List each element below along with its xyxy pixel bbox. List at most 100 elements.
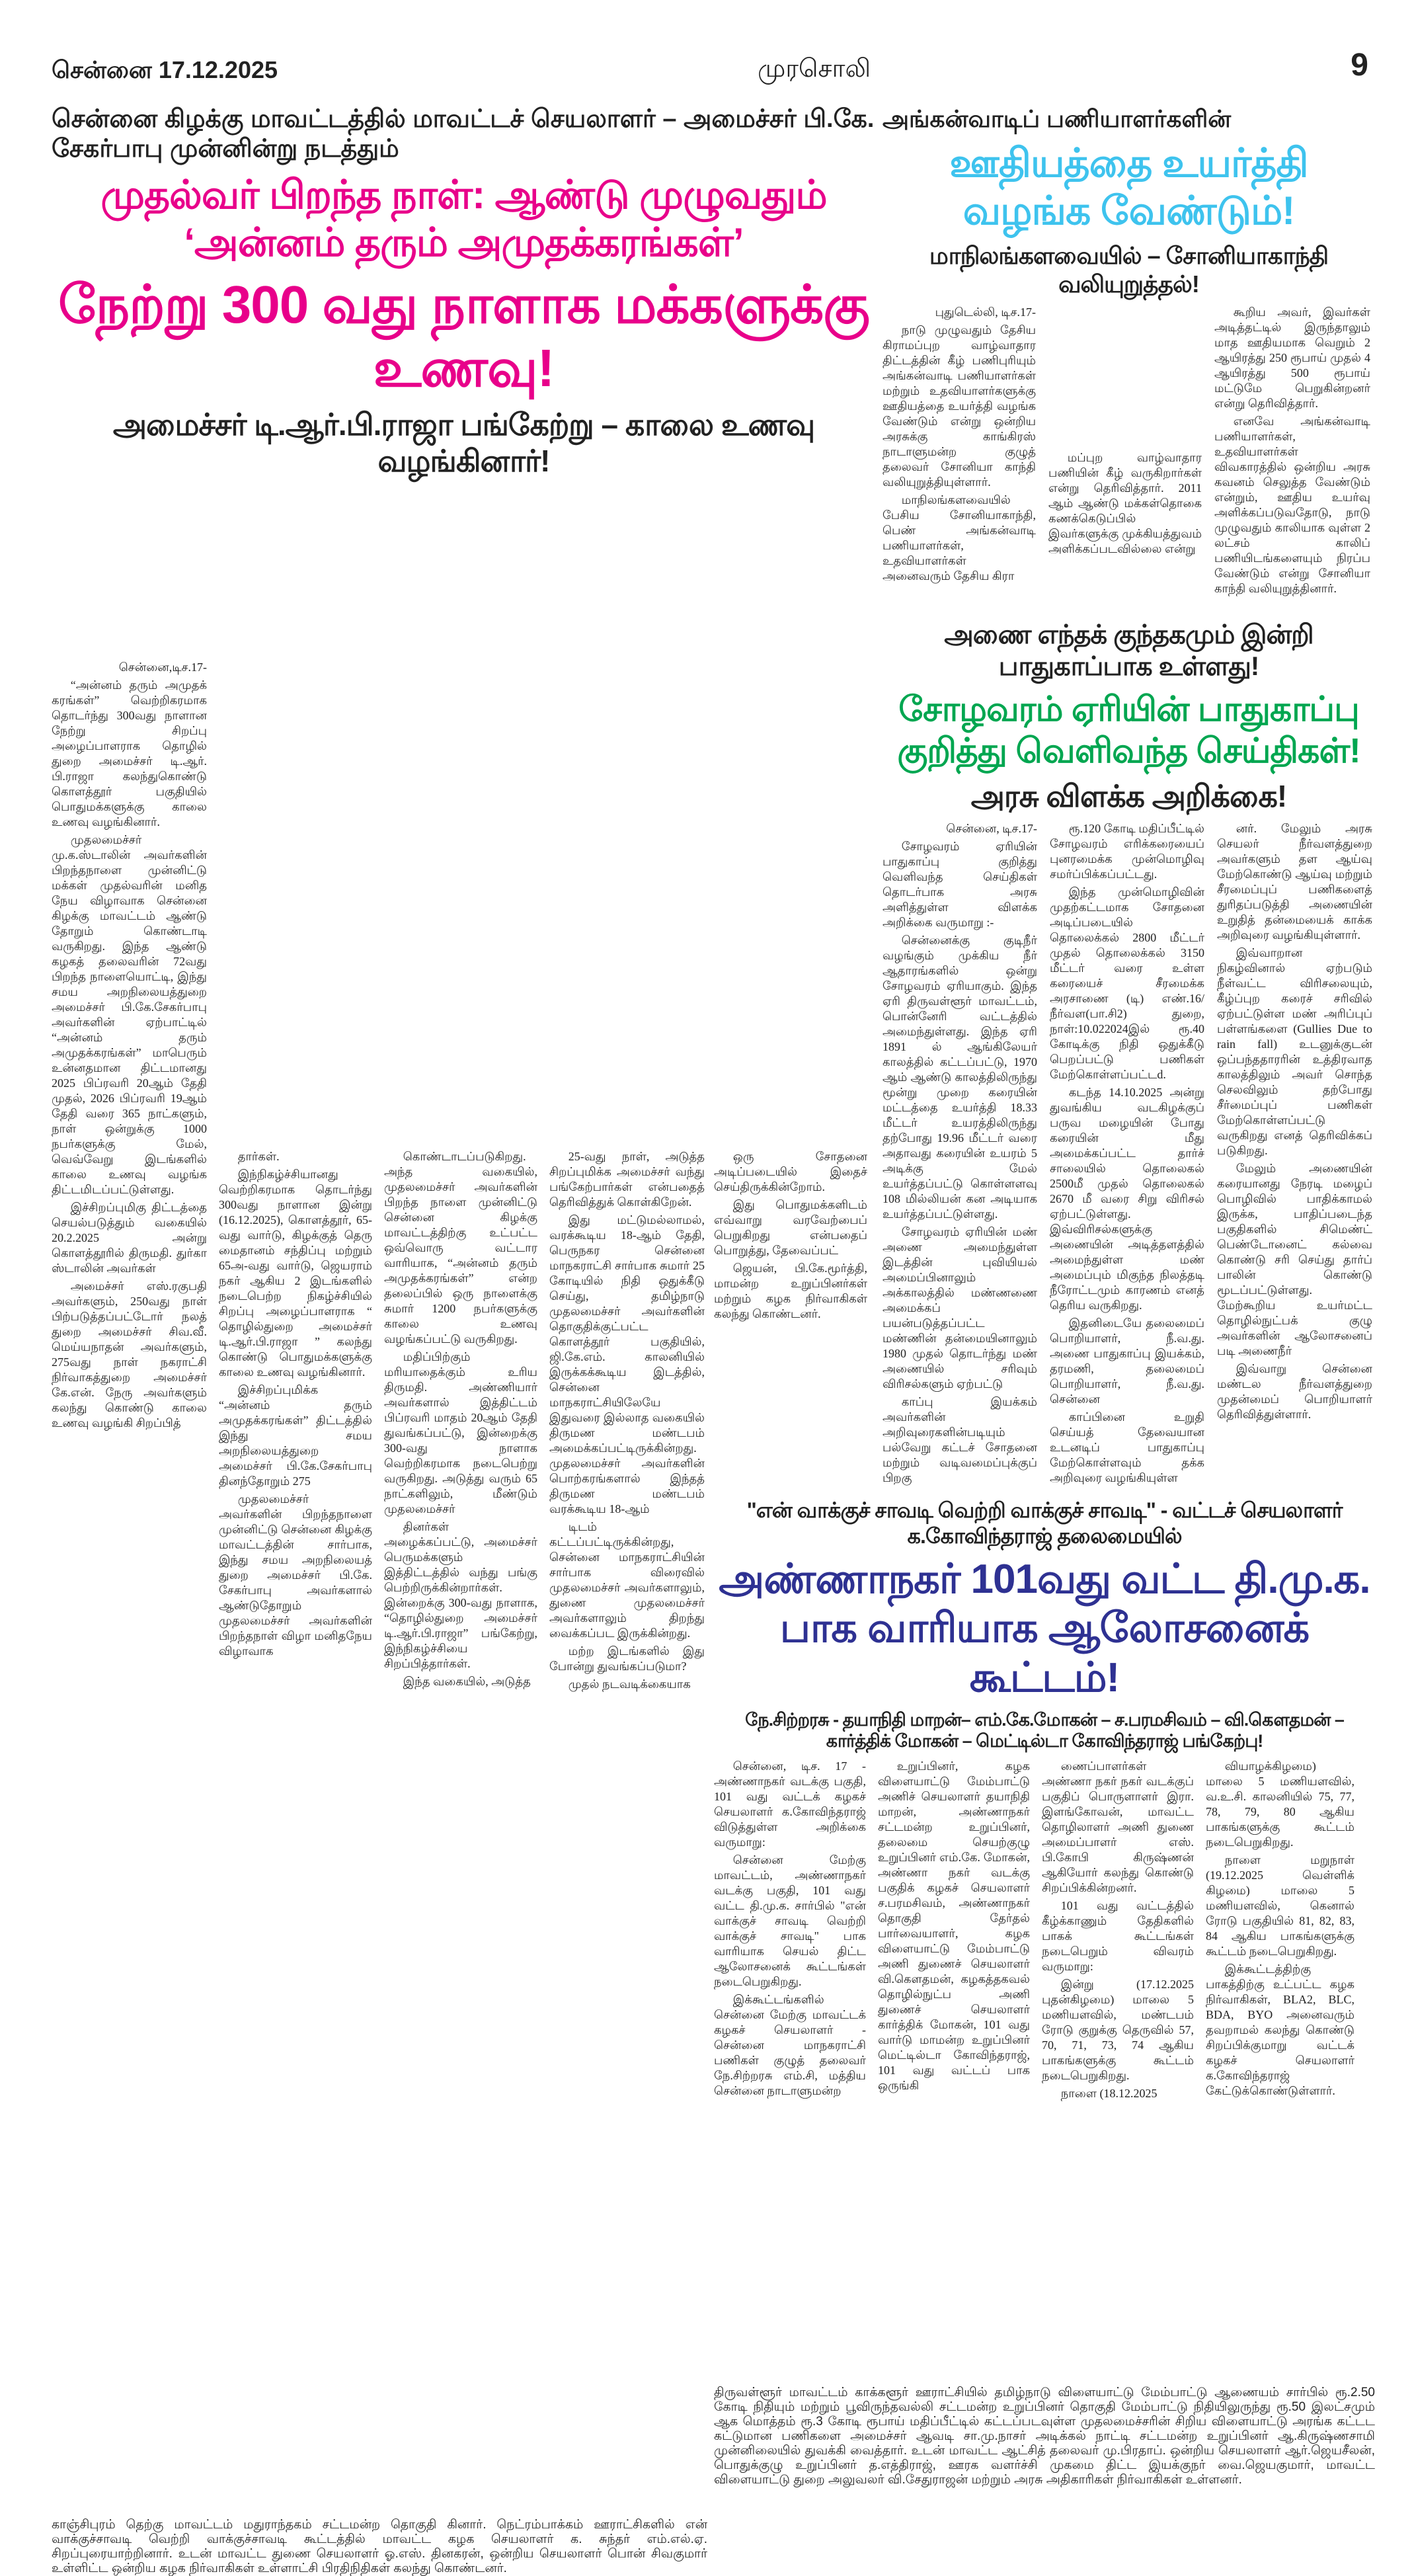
annanagar-column-3: ணைப்பாளர்கள் அண்ணா நகர் நகர் வடக்குப் பக… bbox=[1042, 1759, 1194, 2104]
column-text-top: தார்கள். இந்நிகழ்ச்சியானது வெற்றிகரமாக தொ… bbox=[219, 1149, 372, 1489]
paragraph: தார்கள். bbox=[237, 1149, 280, 1163]
anganwadi-column-3: கூறிய அவர், இவர்கள் அடித்தட்டில் இருந்தா… bbox=[1214, 305, 1370, 599]
left-article-body: சென்னை,டிச.17- “அன்னம் தரும் அமுதக் கரங்க… bbox=[52, 659, 707, 2104]
cholavaram-column-3: னர். மேலும் அரசு செயலர் நீர்வளத்துறை அவர… bbox=[1217, 821, 1372, 1425]
paragraph: மாநிலங்களவையில் பேசிய சோனியாகாந்தி, பெண்… bbox=[882, 493, 1036, 583]
paragraph: இன்று (17.12.2025 புதன்கிழமை) மாலை 5 மணி… bbox=[1042, 1977, 1194, 2082]
column-text-bottom: முதலமைச்சர் அவர்களின் பிறந்தநாளை முன்னிட… bbox=[219, 1492, 372, 1659]
column-text-top: உறுப்பினர், கழக விளையாட்டு மேம்பாட்டு அண… bbox=[878, 1759, 1030, 2093]
paragraph: சென்னைக்கு குடிநீர் வழங்கும் முக்கிய நீர… bbox=[882, 934, 1037, 1221]
paragraph: மதிப்பிற்கும் மரியாதைக்கும் உரிய திருமதி… bbox=[384, 1349, 537, 1515]
column-text-top: புதுடெல்லி, டிச.17- நாடு முழுவதும் தேசிய … bbox=[882, 305, 1036, 584]
paragraph: இக்கூட்டத்திற்கு பாகத்திற்கு உட்பட்ட கழக… bbox=[1206, 1962, 1354, 2097]
paragraph: சோழவரம் ஏரியின் மண் அணை அமைந்துள்ள இடத்த… bbox=[882, 1225, 1037, 1391]
left-article-headline-1: முதல்வர் பிறந்த நாள்: ஆண்டு முழுவதும் ‘அ… bbox=[100, 172, 827, 264]
annanagar-column-2: உறுப்பினர், கழக விளையாட்டு மேம்பாட்டு அண… bbox=[878, 1759, 1030, 2096]
paragraph: 25-வது நாள், அடுத்த சிறப்புமிக்க அமைச்சர… bbox=[549, 1149, 705, 1209]
page-dateline: சென்னை 17.12.2025 bbox=[52, 56, 278, 84]
annanagar-article: "என் வாக்குச் சாவடி வெற்றி வாக்குச் சாவட… bbox=[714, 1498, 1375, 2104]
paragraph: கொண்டாடப்படுகிறது. அந்த வகையில், முதலமைச… bbox=[384, 1149, 537, 1346]
paragraph: இது பொதுமக்களிடம் எவ்வாறு வரவேற்பைப் பெற… bbox=[714, 1197, 867, 1257]
left-article-photo bbox=[219, 659, 706, 1149]
paragraph: இந்த முன்மொழிவின் முதற்கட்டமாக சோதனை அடி… bbox=[1050, 885, 1204, 1082]
left-article-column-5-area: ஒரு சோதனை அடிப்படையில் இதைச் செய்திருக்க… bbox=[714, 659, 876, 1488]
anganwadi-column-2: மப்புற வாழ்வாதார பணியின் கீழ் வருகிறார்க… bbox=[1048, 450, 1202, 559]
column-text-top: ணைப்பாளர்கள் அண்ணா நகர் நகர் வடக்குப் பக… bbox=[1042, 1759, 1194, 2101]
paragraph: இந்த வகையில், அடுத்த bbox=[403, 1674, 531, 1688]
paragraph: ரூ.120 கோடி மதிப்பீட்டில் சோழவரம் எரிக்க… bbox=[1050, 822, 1204, 881]
bottom-right-photo-block: திருவள்ளூர் மாவட்டம் காக்களூர் ஊராட்சியி… bbox=[714, 2113, 1375, 2576]
left-article-headlines: சென்னை கிழக்கு மாவட்டத்தில் மாவட்டச் செய… bbox=[52, 104, 876, 651]
column-text-top: மப்புற வாழ்வாதார பணியின் கீழ் வருகிறார்க… bbox=[1048, 450, 1202, 557]
anganwadi-column-1: புதுடெல்லி, டிச.17- நாடு முழுவதும் தேசிய … bbox=[882, 305, 1036, 586]
dateline: சென்னை, டிச.17- bbox=[946, 822, 1037, 836]
column-text-top: வியாழக்கிழமை) மாலை 5 மணியளவில், வ.உ.சி. … bbox=[1206, 1759, 1354, 2099]
cholavaram-headline: சோழவரம் ஏரியின் பாதுகாப்பு குறித்து வெளி… bbox=[897, 690, 1360, 770]
bottom-left-photo bbox=[52, 2113, 707, 2510]
left-article-column-5: ஒரு சோதனை அடிப்படையில் இதைச் செய்திருக்க… bbox=[714, 1149, 867, 1324]
paragraph: இச்சிறப்புமிகு திட்டத்தை செயல்படுத்தும் … bbox=[52, 1200, 207, 1275]
page-layout: சென்னை கிழக்கு மாவட்டத்தில் மாவட்டச் செய… bbox=[52, 104, 1382, 2576]
left-article-photo-continued bbox=[714, 659, 876, 1149]
anganwadi-photo bbox=[1048, 305, 1202, 451]
anganwadi-article: அங்கன்வாடிப் பணியாளர்களின் ஊதியத்தை உயர்… bbox=[882, 104, 1375, 600]
paragraph: இச்சிறப்புமிக்க “அன்னம் தரும் அமுதக்கரங்… bbox=[219, 1383, 372, 1488]
anganwadi-kicker: அங்கன்வாடிப் பணியாளர்களின் bbox=[882, 104, 1232, 132]
left-article-headline-2: நேற்று 300 வது நாளாக மக்களுக்கு உணவு! bbox=[58, 274, 870, 397]
column-text-bottom: காப்பு இயக்கம் அவர்களின் அறிவுரைகளின்படி… bbox=[882, 1394, 1037, 1486]
paragraph: 101 வது வட்டத்தில் கீழ்க்காணும் தேதிகளில… bbox=[1042, 1898, 1194, 1973]
paragraph: முதலமைச்சர் மு.க.ஸ்டாலின் அவர்களின் பிறந… bbox=[52, 832, 207, 1196]
annanagar-column-1: சென்னை, டிச. 17 - அண்ணாநகர் வடக்கு பகுதி… bbox=[714, 1759, 866, 2101]
anganwadi-headline: ஊதியத்தை உயர்த்தி வழங்க வேண்டும்! bbox=[949, 140, 1308, 233]
paragraph: முதல் நடவடிக்கையாக bbox=[568, 1677, 691, 1691]
dateline: சென்னை,டிச.17- bbox=[118, 660, 207, 674]
masthead: முரசொலி bbox=[758, 55, 871, 83]
paragraph: தினர்கள் அழைக்கப்பட்டு, அமைச்சர் பெருமக்… bbox=[384, 1519, 537, 1670]
paragraph: காப்பினை உறுதி செய்யத் தேவையான உடனடிப் ப… bbox=[1050, 1410, 1204, 1485]
column-text-top: சென்னை,டிச.17- “அன்னம் தரும் அமுதக் கரங்க… bbox=[52, 660, 207, 1276]
column-text-bottom: அமைச்சர் எஸ்.ரகுபதி அவர்களும், 250வது நா… bbox=[52, 1279, 207, 1431]
left-article-column-3: கொண்டாடப்படுகிறது. அந்த வகையில், முதலமைச… bbox=[384, 1149, 537, 1692]
column-text-top: கூறிய அவர், இவர்கள் அடித்தட்டில் இருந்தா… bbox=[1214, 305, 1370, 596]
paragraph: மேலும் அணையின் கரையானது நேரடி மழைப் பொழி… bbox=[1217, 1162, 1372, 1358]
paragraph: நாளை (18.12.2025 bbox=[1060, 2086, 1157, 2100]
paragraph: மப்புற வாழ்வாதார பணியின் கீழ் வருகிறார்க… bbox=[1048, 451, 1202, 556]
paragraph: இவ்வாறு சென்னை மண்டல நீர்வளத்துறை முதன்ம… bbox=[1217, 1362, 1372, 1422]
paragraph: “அன்னம் தரும் அமுதக் கரங்கள்” வெற்றிகரமா… bbox=[52, 678, 207, 828]
column-text-bottom: இவ்வாறு சென்னை மண்டல நீர்வளத்துறை முதன்ம… bbox=[1217, 1361, 1372, 1422]
page-number: 9 bbox=[1351, 48, 1368, 83]
column-text-top: ஒரு சோதனை அடிப்படையில் இதைச் செய்திருக்க… bbox=[714, 1149, 867, 1258]
column-text-top: னர். மேலும் அரசு செயலர் நீர்வளத்துறை அவர… bbox=[1217, 821, 1372, 1359]
dateline: புதுடெல்லி, டிச.17- bbox=[935, 305, 1036, 319]
column-text-bottom: டிடம் கட்டப்பட்டிருக்கின்றது, சென்னை மாந… bbox=[549, 1519, 705, 1692]
paragraph: சென்னை, டிச. 17 - அண்ணாநகர் வடக்கு பகுதி… bbox=[714, 1759, 866, 1849]
paragraph: கூறிய அவர், இவர்கள் அடித்தட்டில் இருந்தா… bbox=[1214, 305, 1370, 411]
annanagar-subheadline: நே.சிற்றரசு - தயாநிதி மாறன்– எம்.கே.மோகன… bbox=[745, 1710, 1345, 1751]
paragraph: காப்பு இயக்கம் அவர்களின் அறிவுரைகளின்படி… bbox=[882, 1395, 1037, 1485]
paragraph: ஒரு சோதனை அடிப்படையில் இதைச் செய்திருக்க… bbox=[714, 1149, 867, 1193]
column-text-top: சென்னை, டிச. 17 - அண்ணாநகர் வடக்கு பகுதி… bbox=[714, 1759, 866, 2099]
paragraph: கடந்த 14.10.2025 அன்று துவங்கிய வடகிழக்க… bbox=[1050, 1086, 1204, 1312]
left-article-column-1: சென்னை,டிச.17- “அன்னம் தரும் அமுதக் கரங்க… bbox=[52, 660, 207, 1433]
paragraph: இந்நிகழ்ச்சியானது வெற்றிகரமாக தொடர்ந்து … bbox=[219, 1167, 372, 1379]
paragraph: முதலமைச்சர் அவர்களின் பிறந்தநாளை முன்னிட… bbox=[219, 1492, 372, 1658]
paragraph: எனவே அங்கன்வாடி பணியாளர்கள், உதவியாளர்கள… bbox=[1214, 415, 1370, 596]
paragraph: சென்னை மேற்கு மாவட்டம், அண்ணாநகர் வடக்கு… bbox=[714, 1853, 866, 1988]
left-article-column-4: 25-வது நாள், அடுத்த சிறப்புமிக்க அமைச்சர… bbox=[549, 1149, 705, 1695]
column-text-top: ரூ.120 கோடி மதிப்பீட்டில் சோழவரம் எரிக்க… bbox=[1050, 821, 1204, 1407]
paragraph: உறுப்பினர், கழக விளையாட்டு மேம்பாட்டு அண… bbox=[878, 1759, 1030, 2092]
paragraph: இது மட்டுமல்லாமல், வரக்கூடிய 18-ஆம் தேதி… bbox=[549, 1213, 705, 1515]
column-text-top: சென்னை, டிச.17- சோழவரம் ஏரியின் பாதுகாப்ப… bbox=[882, 821, 1037, 1392]
paragraph: நாளை மறுநாள் (19.12.2025 வெள்ளிக் கிழமை)… bbox=[1206, 1853, 1354, 1958]
bottom-left-photo-caption: காஞ்சிபுரம் தெற்கு மாவட்டம் மதுராந்தகம் … bbox=[52, 2517, 707, 2575]
paragraph: னர். மேலும் அரசு செயலர் நீர்வளத்துறை அவர… bbox=[1217, 822, 1372, 942]
left-article-subheadline: அமைச்சர் டி.ஆர்.பி.ராஜா பங்கேற்று – காலை… bbox=[112, 407, 815, 478]
paragraph: நாடு முழுவதும் தேசிய கிராமப்புற வாழ்வாதா… bbox=[882, 323, 1036, 489]
cholavaram-column-2: ரூ.120 கோடி மதிப்பீட்டில் சோழவரம் எரிக்க… bbox=[1050, 821, 1204, 1488]
cholavaram-column-1: சென்னை, டிச.17- சோழவரம் ஏரியின் பாதுகாப்ப… bbox=[882, 821, 1037, 1488]
bottom-right-photo bbox=[714, 2113, 1375, 2378]
paragraph: ஜெயன், பி.கே.மூர்த்தி, மாமன்ற உறுப்பினர்… bbox=[714, 1261, 867, 1320]
page-header: சென்னை 17.12.2025 முரசொலி 9 bbox=[52, 0, 1368, 85]
paragraph: இவ்வாறான நிகழ்வினால் ஏற்படும் நீள்வட்ட வ… bbox=[1217, 946, 1372, 1158]
paragraph: வியாழக்கிழமை) மாலை 5 மணியளவில், வ.உ.சி. … bbox=[1206, 1759, 1354, 1849]
